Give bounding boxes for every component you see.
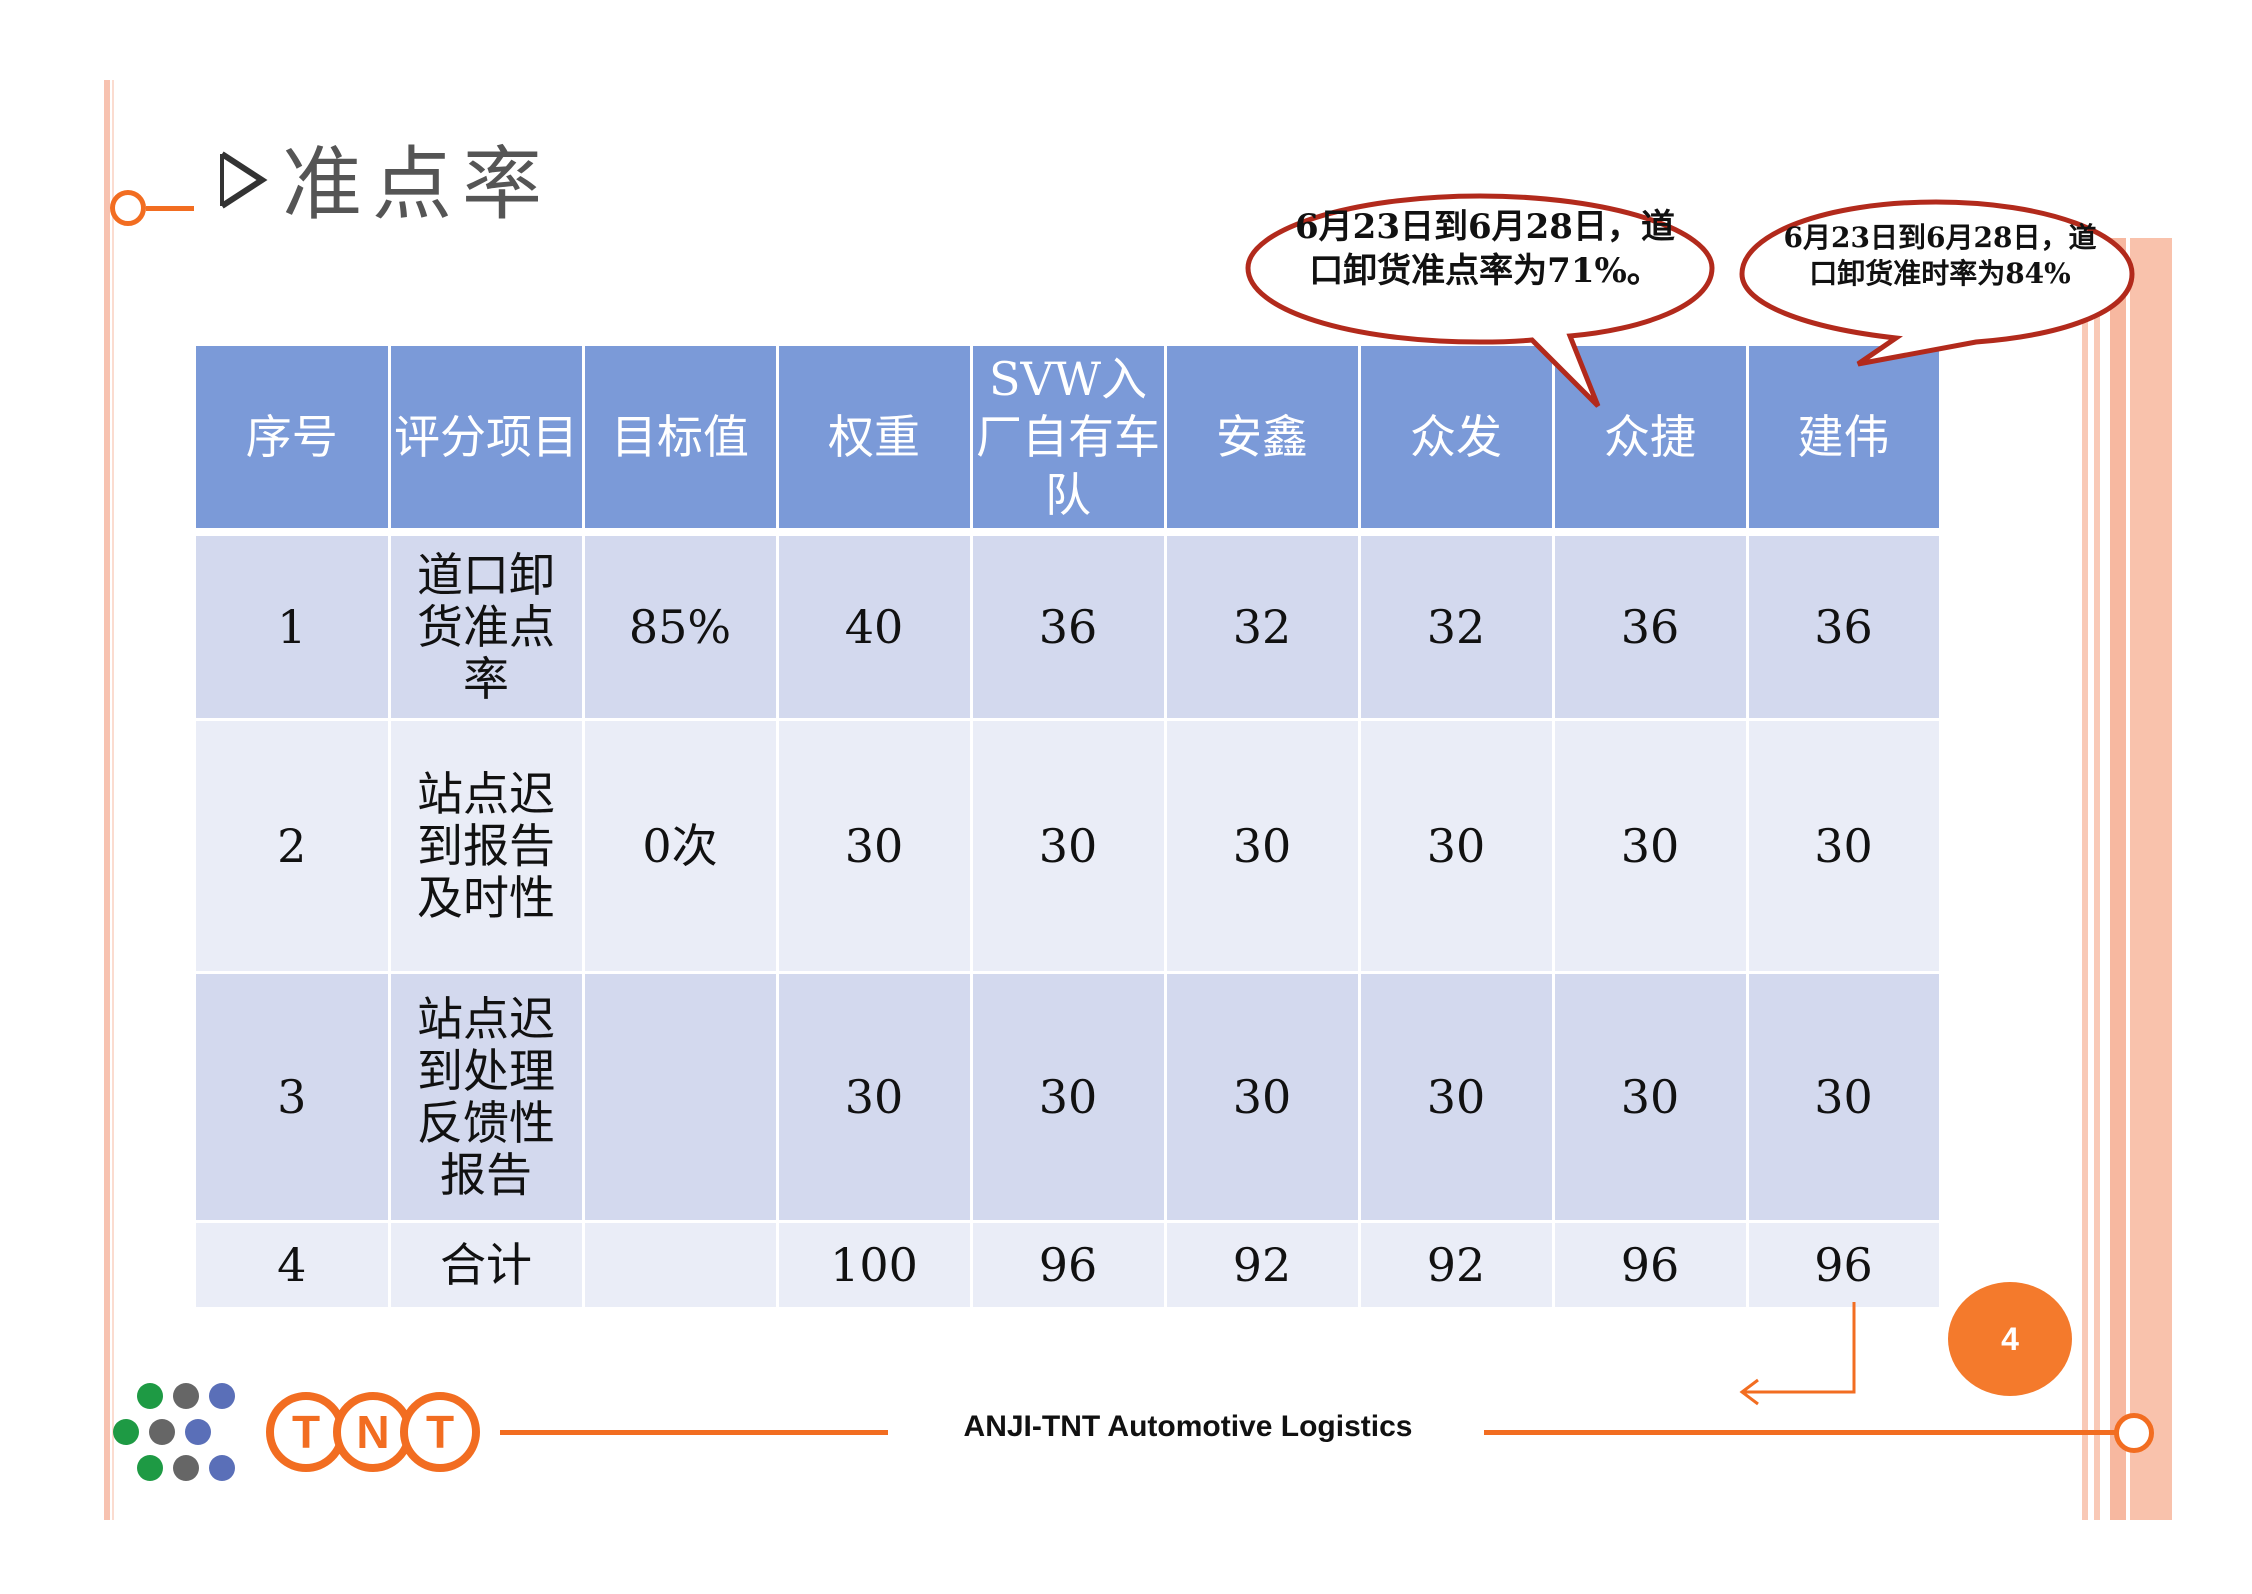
cell-index: 4: [196, 1220, 391, 1307]
cell-item: 合计: [389, 1220, 585, 1307]
footer-end-circle: [2114, 1413, 2154, 1453]
svg-text:T: T: [292, 1406, 320, 1458]
footer-company-name: ANJI-TNT Automotive Logistics: [963, 1410, 1413, 1443]
svg-text:T: T: [426, 1406, 454, 1458]
cell-weight: 100: [777, 1220, 973, 1307]
callout-text-jianwei: 6月23日到6月28日，道口卸货准时率为84%: [1783, 221, 2097, 290]
cell-jianwei: 30: [1747, 718, 1942, 973]
bracket-arrow-icon: [1739, 1302, 1856, 1406]
cell-zhongjie: 36: [1553, 536, 1749, 720]
cell-target: [583, 1220, 779, 1307]
footer-line-right: [1484, 1430, 2134, 1435]
cell-anxin: 30: [1165, 718, 1361, 973]
right-decorative-stripes: [2082, 238, 2172, 1520]
cell-weight: 30: [777, 971, 973, 1222]
cell-anxin: 92: [1165, 1220, 1361, 1307]
cell-target: 0次: [583, 718, 779, 973]
header-item: 评分项目: [389, 346, 585, 528]
cell-anxin: 30: [1165, 971, 1361, 1222]
cell-target: [583, 971, 779, 1222]
svg-text:N: N: [356, 1406, 389, 1458]
tnt-logo: T N T: [266, 1392, 480, 1472]
table-row: 1 道口卸货准点率 85% 40 36 32 32 36 36: [196, 536, 1942, 720]
cell-zhongfa: 92: [1359, 1220, 1555, 1307]
header-target: 目标值: [583, 346, 779, 528]
cell-jianwei: 30: [1747, 971, 1942, 1222]
header-jianwei: 建伟: [1747, 346, 1942, 528]
cell-zhongfa: 32: [1359, 536, 1555, 720]
anji-dots-logo: [113, 1383, 235, 1481]
cell-weight: 40: [777, 536, 973, 720]
cell-jianwei: 36: [1747, 536, 1942, 720]
callout-bubble-zhongjie: [1245, 193, 1715, 408]
callout-bubble-jianwei: [1739, 199, 2135, 367]
header-index: 序号: [196, 346, 391, 528]
score-table: 序号 评分项目 目标值 权重 SVW入厂自有车队 安鑫 众发 众捷 建伟 1 道…: [196, 346, 1942, 1307]
cell-item: 道口卸货准点率: [389, 536, 585, 720]
cell-svw: 36: [971, 536, 1167, 720]
cell-index: 3: [196, 971, 391, 1222]
table-row: 2 站点迟到报告及时性 0次 30 30 30 30 30 30: [196, 718, 1942, 973]
title-bullet-circle: [110, 190, 146, 226]
cell-svw: 30: [971, 971, 1167, 1222]
table-row: 4 合计 100 96 92 92 96 96: [196, 1220, 1942, 1307]
cell-item: 站点迟到处理反馈性报告: [389, 971, 585, 1222]
left-border-bar-inner: [112, 80, 114, 1520]
cell-jianwei: 96: [1747, 1220, 1942, 1307]
cell-index: 1: [196, 536, 391, 720]
title-bullet-line: [146, 206, 194, 211]
page-title: 准点率: [282, 138, 552, 231]
cell-weight: 30: [777, 718, 973, 973]
header-svw: SVW入厂自有车队: [971, 346, 1167, 528]
cell-anxin: 32: [1165, 536, 1361, 720]
title-arrow-icon: [220, 151, 268, 209]
cell-zhongfa: 30: [1359, 971, 1555, 1222]
cell-target: 85%: [583, 536, 779, 720]
footer-line-left: [500, 1430, 888, 1435]
header-weight: 权重: [777, 346, 973, 528]
table-header-row: 序号 评分项目 目标值 权重 SVW入厂自有车队 安鑫 众发 众捷 建伟: [196, 346, 1942, 528]
left-border-bar: [104, 80, 110, 1520]
cell-zhongfa: 30: [1359, 718, 1555, 973]
header-anxin: 安鑫: [1165, 346, 1361, 528]
cell-zhongjie: 30: [1553, 718, 1749, 973]
callout-text-zhongjie: 6月23日到6月28日，道口卸货准点率为71%。: [1295, 207, 1675, 291]
cell-index: 2: [196, 718, 391, 973]
cell-item: 站点迟到报告及时性: [389, 718, 585, 973]
cell-zhongjie: 96: [1553, 1220, 1749, 1307]
cell-svw: 30: [971, 718, 1167, 973]
cell-svw: 96: [971, 1220, 1167, 1307]
cell-zhongjie: 30: [1553, 971, 1749, 1222]
page-number-badge: 4: [1948, 1282, 2072, 1396]
header-zhongfa: 众发: [1359, 346, 1555, 528]
table-row: 3 站点迟到处理反馈性报告 30 30 30 30 30 30: [196, 971, 1942, 1222]
